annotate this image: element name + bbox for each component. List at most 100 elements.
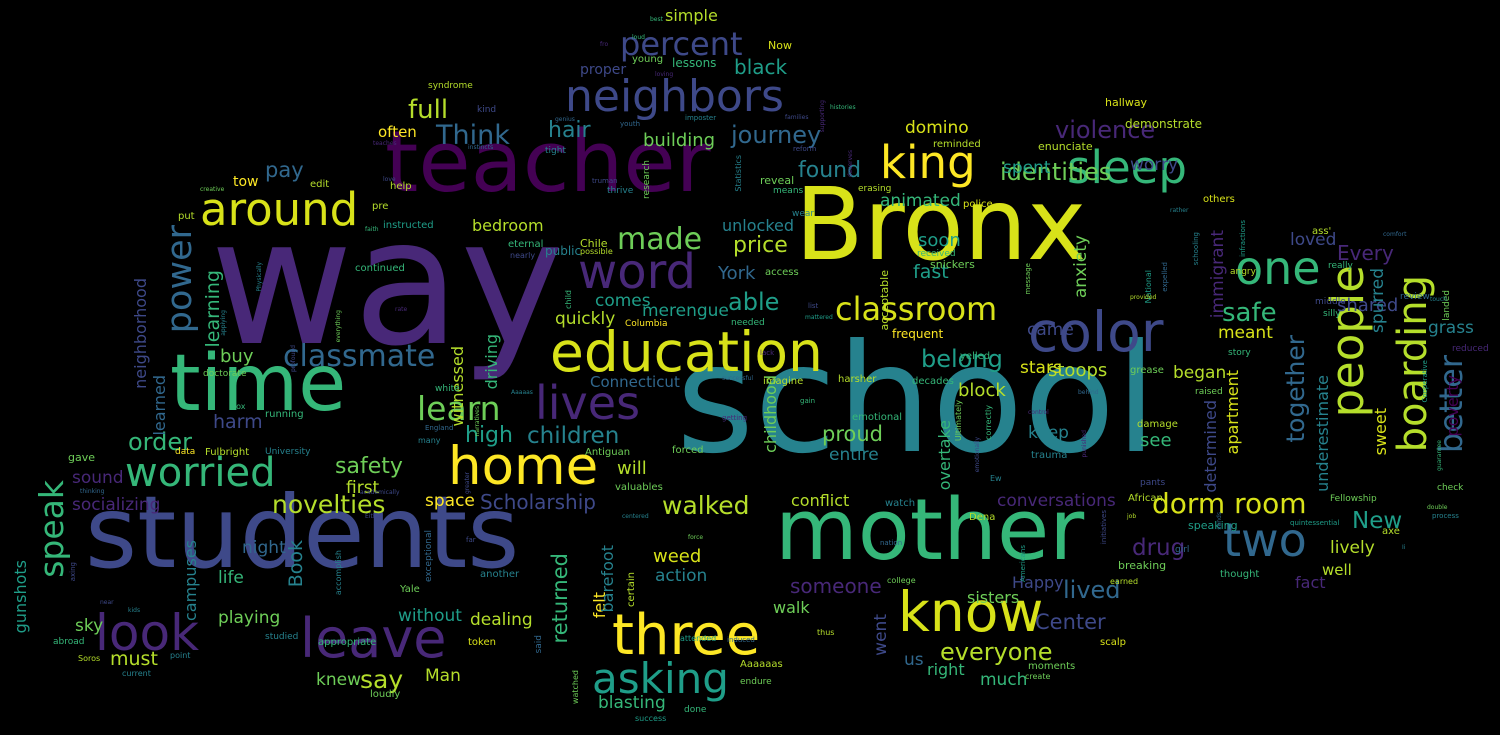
word-lively: lively: [1330, 538, 1375, 558]
word-running: running: [265, 409, 304, 420]
word-rate: rate: [395, 306, 408, 313]
word-another: another: [480, 569, 520, 580]
word-soros: Soros: [78, 654, 101, 663]
word-help: help: [390, 181, 412, 192]
word-families: families: [785, 114, 809, 121]
word-really: really: [1328, 261, 1353, 271]
word-fact: fact: [1295, 573, 1326, 592]
word-instructed: instructed: [383, 220, 434, 231]
word-touch: touch: [1430, 296, 1447, 303]
word-appropriate: appropriate: [318, 637, 377, 648]
word-began: began: [1173, 363, 1227, 383]
word-reform: reform: [793, 145, 817, 153]
word-well: well: [1322, 561, 1352, 579]
word-demonstrate: demonstrate: [1125, 117, 1202, 131]
word-erasing: erasing: [858, 184, 892, 194]
word-fulbright: Fulbright: [205, 447, 250, 458]
word-lived: lived: [1063, 576, 1121, 604]
word-time: time: [170, 339, 347, 429]
word-axing: axing: [69, 562, 77, 582]
word-man: Man: [425, 666, 461, 686]
word-say: say: [360, 665, 404, 694]
word-education: education: [550, 320, 823, 384]
word-sky: sky: [75, 616, 104, 636]
word-put: put: [178, 211, 195, 222]
word-connecticut: Connecticut: [590, 373, 680, 391]
word-frequent: frequent: [892, 327, 944, 341]
word-getting: getting: [722, 414, 748, 422]
word-walk: walk: [773, 598, 810, 617]
word-belong: belong: [921, 345, 1003, 373]
word-students: students: [85, 474, 520, 591]
word-first: first: [346, 478, 380, 498]
word-mother: mother: [775, 481, 1085, 580]
word-yale: Yale: [400, 584, 420, 595]
word-high: high: [465, 423, 513, 448]
word-neighbors: neighbors: [565, 71, 784, 122]
word-received: received: [917, 249, 956, 259]
word-spurred: spurred: [1368, 268, 1388, 333]
word-quintessential: quintessential: [1290, 519, 1340, 527]
word-drug: drug: [1132, 535, 1186, 561]
word-either: Either: [365, 513, 383, 520]
word-someone: someone: [790, 574, 882, 598]
word-doctorate: doctorate: [203, 369, 247, 379]
word-comes: comes: [595, 291, 651, 311]
word-induced: induced: [727, 636, 755, 644]
word-means: means: [773, 186, 804, 196]
word-accomplish: accomplish: [334, 550, 343, 596]
word-merengue: merengue: [642, 301, 729, 321]
word-earned: earned: [1110, 577, 1139, 586]
word-driving: driving: [482, 334, 501, 390]
word-create: create: [1025, 672, 1051, 681]
word-token: token: [468, 637, 496, 648]
word-harm: harm: [213, 411, 263, 433]
word-teaches: teaches: [373, 140, 397, 147]
word-watch: watch: [885, 498, 916, 509]
word-aaaaaas: Aaaaaas: [740, 659, 783, 670]
word-see: see: [1140, 430, 1172, 451]
word-hair: hair: [548, 118, 591, 143]
word-safe: safe: [1222, 298, 1277, 328]
word-word: word: [578, 244, 696, 300]
word-england: England: [425, 424, 454, 432]
word-edit: edit: [310, 179, 330, 190]
word-supporting: supporting: [819, 100, 826, 133]
word-wear: wear: [792, 209, 815, 219]
word-color: color: [1028, 300, 1164, 364]
word-trauma: trauma: [1031, 450, 1068, 461]
word-book: Book: [285, 540, 307, 588]
word-domino: domino: [905, 118, 969, 138]
word-emotionally: emotionally: [974, 437, 981, 473]
word-axe: axe: [1382, 526, 1400, 537]
word-learn: learn: [417, 389, 501, 428]
word-journey: journey: [731, 121, 822, 149]
word-speak: speak: [32, 480, 71, 578]
word-mattered: mattered: [805, 314, 833, 321]
word-attended: attended: [680, 634, 717, 643]
word-tight: tight: [545, 146, 566, 156]
word-leave: leave: [300, 607, 447, 670]
word-learning: learning: [202, 270, 224, 348]
word-entire: entire: [829, 445, 879, 465]
word-watched: watched: [571, 670, 580, 705]
word-endure: endure: [740, 677, 772, 687]
word-socializing: socializing: [72, 495, 161, 515]
word-double: double: [1427, 504, 1448, 511]
word-one: one: [1235, 241, 1321, 295]
word-review: review: [1400, 292, 1430, 302]
word-three: three: [612, 603, 761, 668]
word-university: University: [265, 447, 311, 457]
word-underestimate: underestimate: [1313, 375, 1332, 492]
word-dealing: dealing: [470, 610, 533, 630]
word-determined: determined: [1201, 400, 1220, 493]
word-fast: fast: [913, 261, 949, 283]
word-enunciate: enunciate: [1038, 140, 1093, 153]
word-teacher: teacher: [385, 113, 711, 212]
word-conversations: conversations: [997, 491, 1116, 511]
word-certain: certain: [626, 572, 637, 607]
word-story: story: [1228, 348, 1251, 358]
word-guarantee: guarantee: [1436, 440, 1443, 471]
word-grass: grass: [1428, 318, 1474, 338]
word-buy: buy: [220, 346, 254, 367]
